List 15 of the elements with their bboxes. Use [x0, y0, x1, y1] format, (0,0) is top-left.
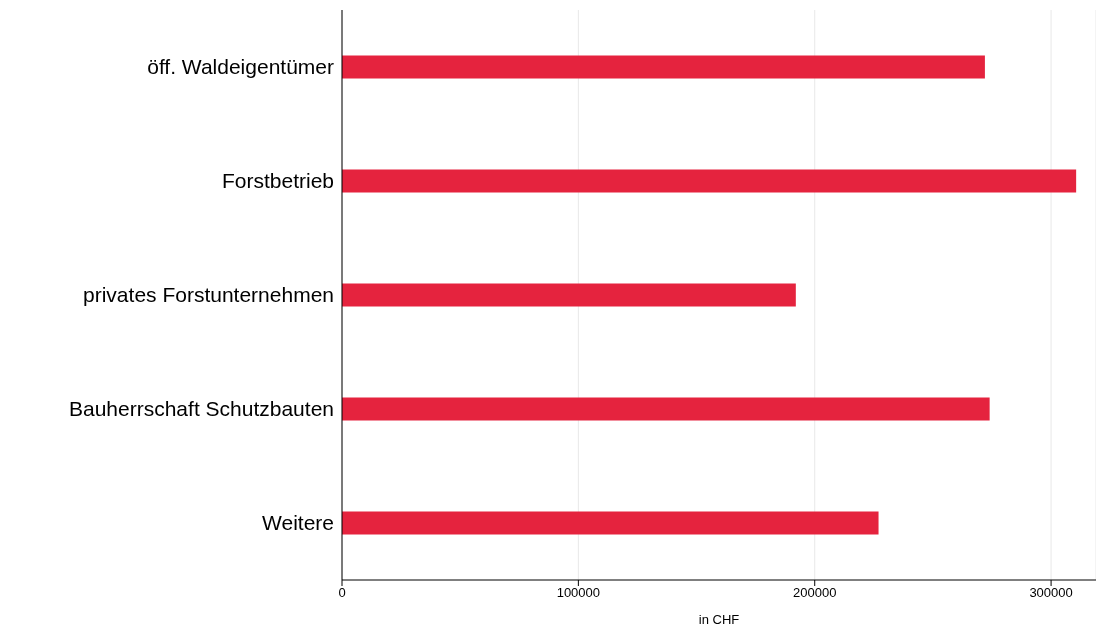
bar — [342, 55, 985, 79]
bar — [342, 169, 1077, 193]
y-tick-label: Forstbetrieb — [221, 169, 334, 193]
y-tick-label: privates Forstunternehmen — [83, 283, 334, 307]
bar — [342, 397, 990, 421]
x-tick-label: 100000 — [556, 585, 601, 601]
y-tick-label: öff. Waldeigentümer — [147, 55, 335, 79]
x-axis-title: in CHF — [698, 612, 740, 626]
y-tick-label: Weitere — [262, 511, 334, 535]
bar — [342, 511, 879, 535]
x-tick-label: 300000 — [1029, 585, 1073, 601]
y-tick-label: Bauherrschaft Schutzbauten — [68, 397, 334, 421]
x-tick-label: 0 — [338, 585, 346, 601]
bar — [342, 283, 796, 307]
x-tick-label: 200000 — [793, 585, 837, 601]
